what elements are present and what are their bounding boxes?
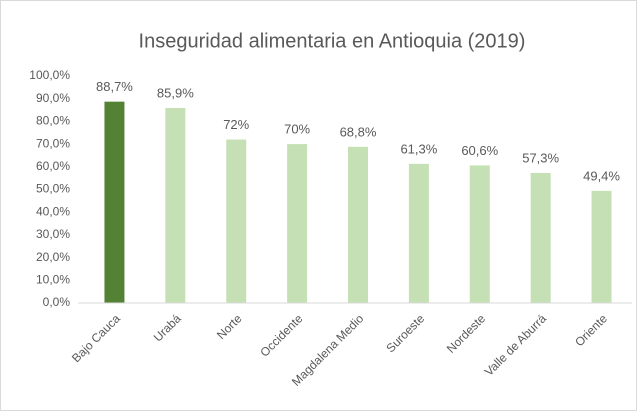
chart-title: Inseguridad alimentaria en Antioquia (20…	[139, 30, 526, 52]
bar	[530, 172, 551, 303]
value-label: 88,7%	[96, 79, 133, 94]
bar	[348, 146, 368, 303]
bar	[408, 163, 429, 303]
bar	[104, 101, 125, 303]
y-tick-label: 40,0%	[36, 204, 70, 218]
bar	[226, 139, 247, 303]
y-tick-label: 10,0%	[36, 272, 70, 286]
y-tick-label: 90,0%	[36, 91, 70, 105]
y-tick-label: 60,0%	[36, 159, 70, 173]
bar	[287, 144, 308, 303]
value-label: 60,6%	[461, 143, 498, 158]
y-tick-label: 70,0%	[36, 136, 70, 150]
y-tick-label: 20,0%	[36, 250, 70, 264]
value-label: 57,3%	[522, 150, 559, 165]
value-label: 70%	[284, 122, 310, 137]
value-label: 85,9%	[157, 85, 194, 100]
y-tick-label: 30,0%	[36, 227, 70, 241]
value-label: 61,3%	[400, 141, 437, 156]
y-tick-label: 0,0%	[43, 295, 71, 309]
y-tick-label: 80,0%	[36, 114, 70, 128]
y-tick-label: 100,0%	[29, 68, 70, 82]
bar	[165, 108, 186, 304]
value-label: 49,4%	[583, 168, 620, 183]
bar	[469, 165, 490, 303]
value-label: 72%	[223, 117, 249, 132]
value-label: 68,8%	[340, 124, 377, 139]
bar	[591, 190, 612, 303]
y-tick-label: 50,0%	[36, 182, 70, 196]
